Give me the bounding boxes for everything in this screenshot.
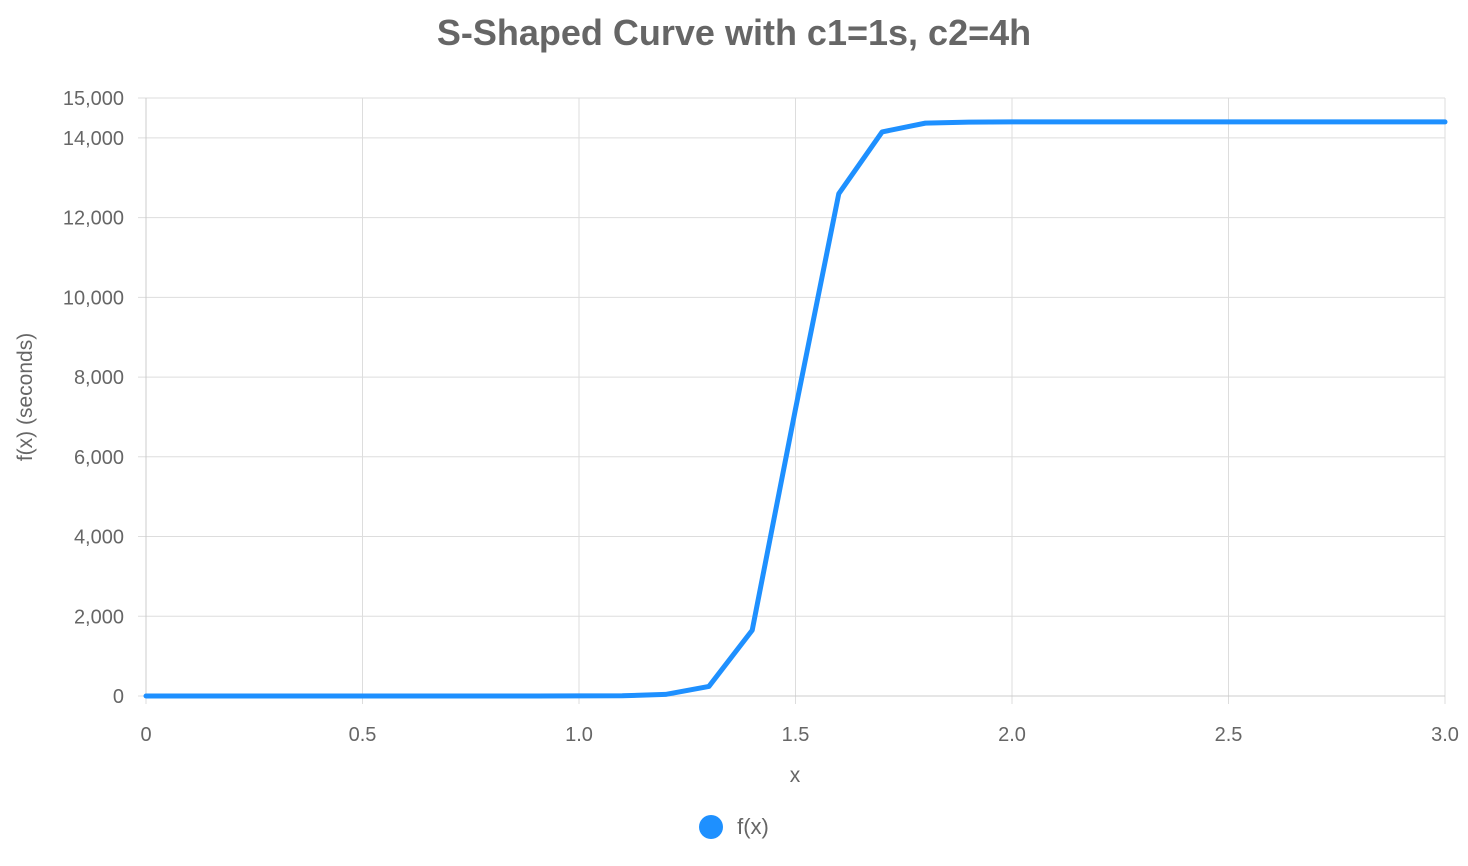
x-tick-label: 2.5: [1215, 724, 1243, 746]
legend: f(x): [0, 814, 1468, 840]
legend-label: f(x): [737, 814, 769, 839]
legend-swatch-icon: [699, 815, 724, 839]
y-tick-label: 6,000: [74, 447, 124, 469]
y-tick-label: 2,000: [74, 606, 124, 628]
series-line-fx: [143, 119, 1448, 699]
y-axis-label: f(x) (seconds): [14, 333, 37, 461]
x-tick-label: 0.5: [349, 724, 377, 746]
y-tick-label: 10,000: [63, 287, 124, 309]
y-tick-label: 12,000: [63, 208, 124, 230]
y-tick-label: 4,000: [74, 527, 124, 549]
series-group: [143, 119, 1448, 699]
x-tick-labels: 0 0.5 1.0 1.5 2.0 2.5 3.0: [140, 724, 1458, 746]
y-tick-label: 15,000: [63, 88, 124, 110]
y-tick-label: 0: [113, 686, 124, 708]
y-tick-label: 8,000: [74, 367, 124, 389]
chart-title: S-Shaped Curve with c1=1s, c2=4h: [436, 12, 1032, 53]
x-tick-label: 3.0: [1431, 724, 1459, 746]
grid-lines: [138, 97, 1446, 704]
y-tick-label: 14,000: [63, 128, 124, 150]
x-axis-label: x: [790, 764, 801, 787]
x-tick-label: 1.0: [565, 724, 593, 746]
x-tick-label: 1.5: [782, 724, 810, 746]
x-tick-label: 2.0: [998, 724, 1026, 746]
x-tick-label: 0: [140, 724, 151, 746]
y-tick-labels: 0 2,000 4,000 6,000 8,000 10,000 12,000 14,000 1…: [63, 88, 124, 708]
legend-item-fx[interactable]: f(x): [699, 814, 769, 840]
